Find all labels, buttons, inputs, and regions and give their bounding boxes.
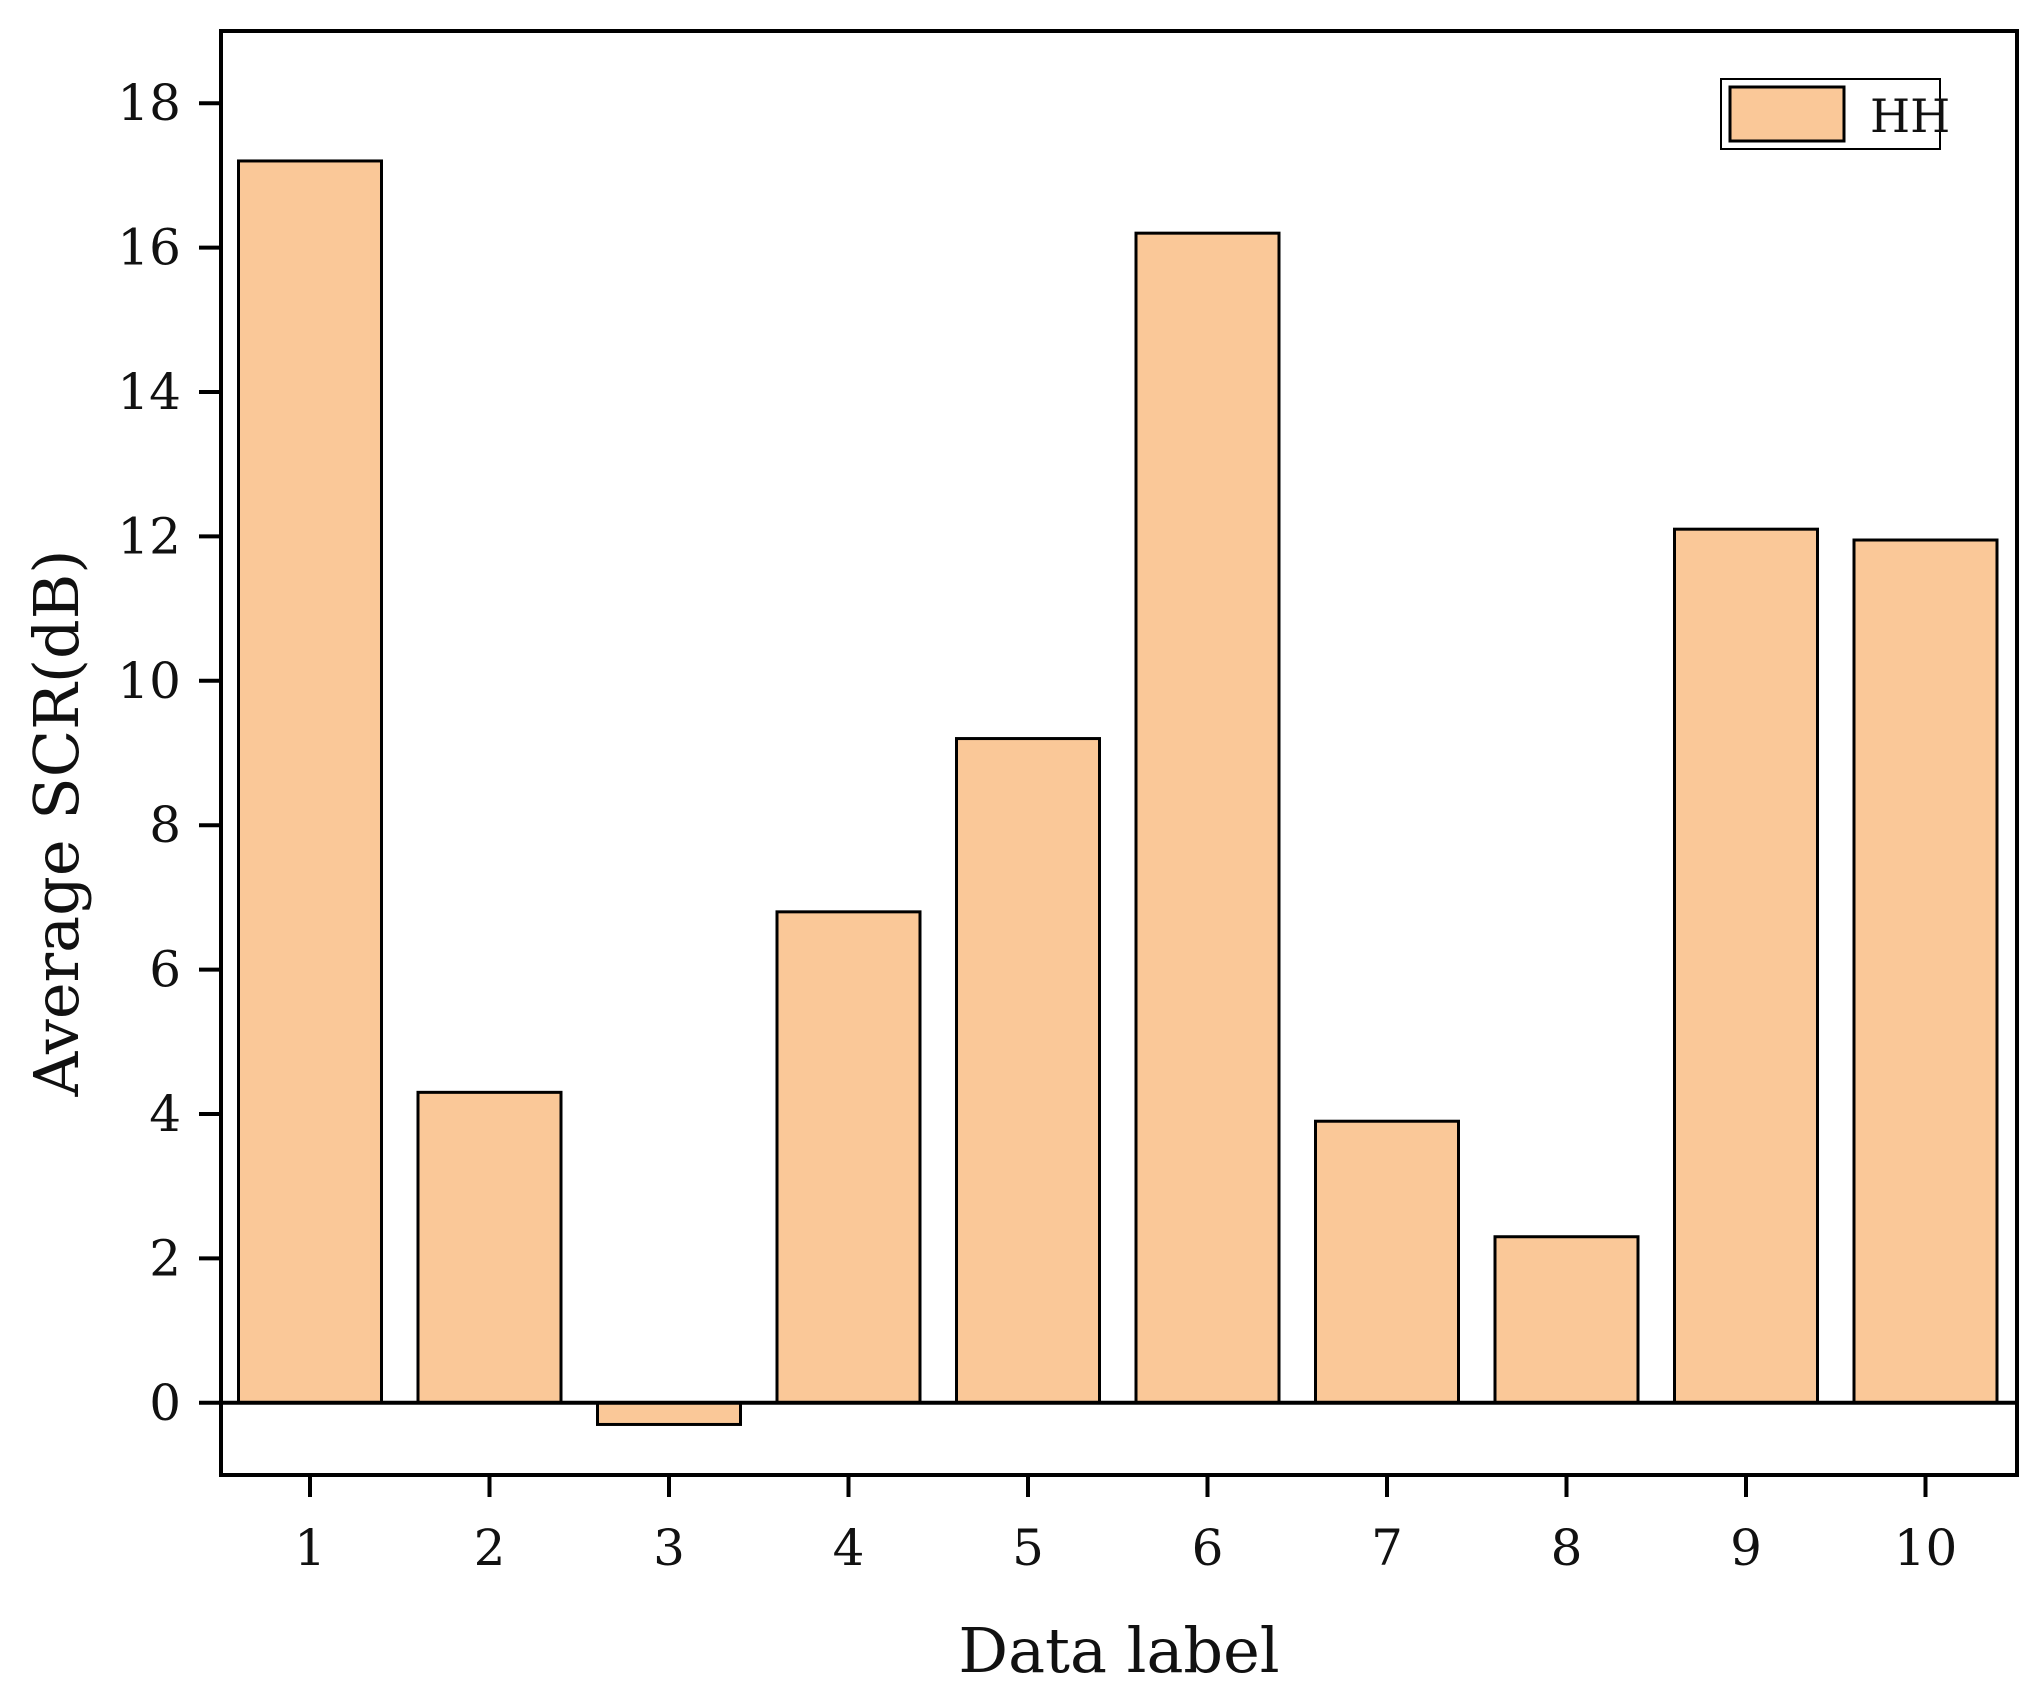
bars-layer xyxy=(237,159,1999,1426)
y-tick-label-4: 4 xyxy=(149,1085,181,1143)
y-tick-label-8: 8 xyxy=(149,796,181,854)
bar-7 xyxy=(1314,1119,1460,1405)
bar-6 xyxy=(1134,231,1281,1405)
legend-label-hh: HH xyxy=(1870,89,1950,143)
y-tick-label-2: 2 xyxy=(149,1229,181,1287)
x-tick-label-3: 3 xyxy=(653,1519,685,1577)
y-tick-label-0: 0 xyxy=(149,1374,181,1432)
y-tick-label-16: 16 xyxy=(117,219,181,277)
bar-8 xyxy=(1493,1235,1640,1405)
bar-10 xyxy=(1852,538,1999,1405)
x-tick-label-8: 8 xyxy=(1551,1519,1583,1577)
x-tick-label-2: 2 xyxy=(474,1519,506,1577)
x-tick-label-9: 9 xyxy=(1730,1519,1762,1577)
y-tick-label-12: 12 xyxy=(117,507,181,565)
y-tick-label-18: 18 xyxy=(117,74,181,132)
y-tick-label-10: 10 xyxy=(117,652,181,710)
legend: HH xyxy=(1720,78,1950,150)
bar-5 xyxy=(955,737,1101,1405)
x-tick-label-4: 4 xyxy=(833,1519,865,1577)
bar-4 xyxy=(775,910,922,1405)
bar-3 xyxy=(596,1401,742,1426)
legend-swatch-hh xyxy=(1728,85,1846,143)
bar-2 xyxy=(416,1090,563,1405)
bar-9 xyxy=(1673,527,1819,1405)
x-axis-title: Data label xyxy=(958,1614,1279,1687)
x-tick-label-6: 6 xyxy=(1192,1519,1224,1577)
y-axis-title: Average SCR(dB) xyxy=(20,550,93,1098)
y-tick-label-14: 14 xyxy=(117,363,181,421)
plot-frame xyxy=(219,29,2019,1477)
x-tick-label-1: 1 xyxy=(294,1519,326,1577)
x-tick-label-10: 10 xyxy=(1894,1519,1958,1577)
x-tick-label-5: 5 xyxy=(1012,1519,1044,1577)
x-tick-label-7: 7 xyxy=(1371,1519,1403,1577)
bar-1 xyxy=(237,159,383,1405)
y-tick-label-6: 6 xyxy=(149,941,181,999)
